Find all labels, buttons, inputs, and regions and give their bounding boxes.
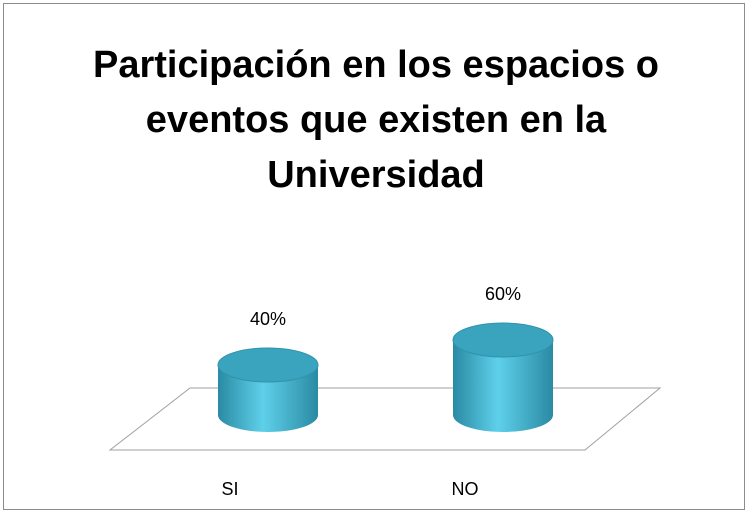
bar-top — [217, 347, 319, 383]
bar — [453, 340, 553, 432]
chart-border — [3, 3, 745, 510]
chart-title: Participación en los espacios o eventos … — [93, 44, 659, 196]
floor — [108, 387, 662, 451]
data-label: 40% — [250, 309, 286, 329]
bar-top — [452, 322, 554, 358]
x-tick-label: SI — [221, 479, 238, 499]
x-tick-label: NO — [452, 479, 479, 499]
data-label: 60% — [485, 284, 521, 304]
bar — [218, 365, 318, 432]
